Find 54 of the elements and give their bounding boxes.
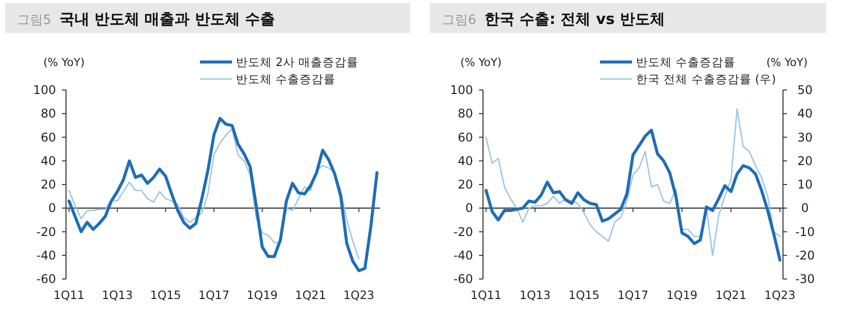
y-tick-label: 40 (40, 154, 56, 168)
y-tick-label: -60 (453, 272, 473, 286)
x-tick-label: 1Q19 (246, 288, 278, 302)
y2-tick-label: -20 (795, 248, 815, 262)
y-tick-label: -40 (453, 248, 473, 262)
y-tick-label: -20 (453, 224, 473, 239)
y2-axis-title: (% YoY) (766, 56, 808, 69)
y-tick-label: 0 (465, 201, 473, 216)
legend-label: 한국 전체 수출증감률 (우) (636, 72, 776, 86)
chart-title: 그림6 한국 수출: 전체 vs 반도체 (442, 10, 665, 28)
y-tick-label: 40 (458, 154, 473, 168)
y-tick-label: 100 (33, 83, 56, 97)
x-tick-label: 1Q19 (666, 288, 698, 302)
x-tick-label: 1Q23 (343, 288, 374, 302)
y-tick-label: 100 (450, 83, 473, 97)
y-tick-label: 20 (458, 178, 473, 192)
y-tick-label: -40 (36, 248, 56, 262)
legend-label: 반도체 수출증감률 (636, 55, 736, 69)
legend-label: 반도체 2사 매출증감률 (236, 55, 359, 69)
y-tick-label: -60 (36, 272, 56, 286)
y2-tick-label: 40 (797, 106, 813, 121)
y-tick-label: 60 (458, 130, 473, 144)
x-tick-label: 1Q13 (102, 288, 133, 302)
x-tick-label: 1Q15 (150, 288, 182, 302)
y-tick-label: -20 (36, 224, 56, 239)
y-tick-label: 60 (40, 130, 56, 144)
x-tick-label: 1Q21 (715, 288, 746, 302)
line-series (485, 108, 781, 256)
line-series (68, 128, 360, 260)
y2-tick-label: 30 (797, 130, 813, 144)
y-axis-title: (% YoY) (460, 56, 502, 69)
y2-tick-label: -30 (795, 272, 815, 286)
x-tick-label: 1Q21 (295, 288, 326, 302)
y-tick-label: 80 (40, 106, 56, 121)
y2-tick-label: 50 (797, 83, 813, 97)
y-axis-title: (% YoY) (43, 56, 85, 69)
x-tick-label: 1Q17 (617, 288, 649, 302)
y-tick-label: 20 (40, 178, 56, 192)
y2-tick-label: 10 (797, 178, 813, 192)
x-tick-label: 1Q17 (198, 288, 230, 302)
legend-label: 반도체 수출증감률 (236, 72, 336, 86)
x-tick-label: 1Q23 (764, 288, 796, 302)
line-series (68, 116, 378, 272)
y2-tick-label: -10 (795, 224, 815, 239)
x-tick-label: 1Q11 (470, 288, 502, 302)
x-tick-label: 1Q15 (568, 288, 600, 302)
y-tick-label: 0 (48, 201, 56, 216)
y2-tick-label: 20 (797, 154, 813, 168)
x-tick-label: 1Q13 (520, 288, 551, 302)
y2-tick-label: 0 (801, 201, 809, 216)
chart-title: 그림5 국내 반도체 매출과 반도체 수출 (17, 10, 276, 28)
line-series (484, 128, 782, 262)
y-tick-label: 80 (458, 106, 473, 121)
x-tick-label: 1Q11 (54, 288, 85, 302)
